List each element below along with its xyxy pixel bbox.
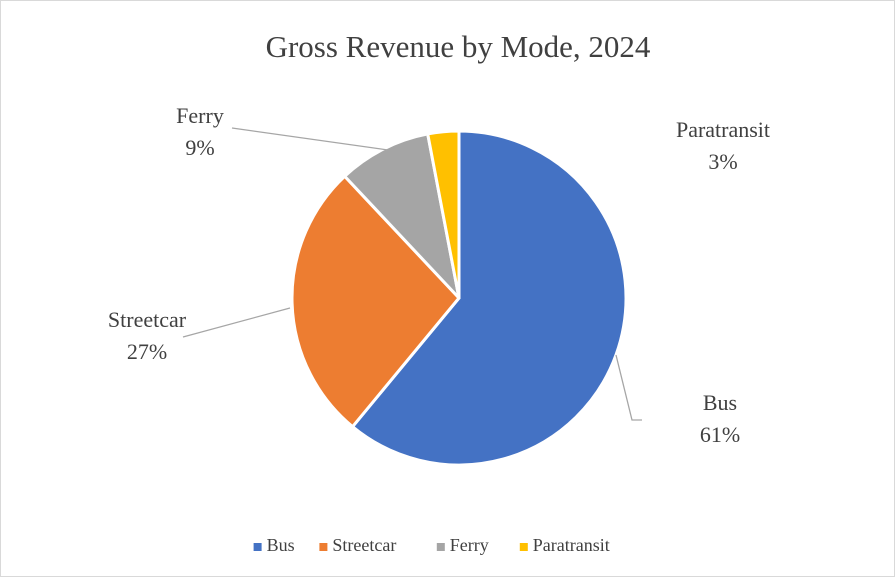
leader-line	[231, 127, 389, 151]
legend-swatch	[319, 543, 328, 551]
legend-swatch	[436, 543, 445, 551]
data-label-value: 61%	[700, 422, 740, 447]
leader-line	[615, 354, 642, 421]
pie-slice	[426, 129, 461, 300]
data-label-name: Paratransit	[676, 117, 770, 142]
data-label-value: 9%	[185, 135, 214, 160]
legend-label: Streetcar	[332, 535, 396, 555]
pie-slice	[351, 129, 628, 467]
data-label-value: 27%	[127, 339, 167, 364]
legend-swatch	[253, 543, 262, 551]
legend-swatch	[519, 543, 528, 551]
legend-label: Ferry	[450, 535, 489, 555]
data-label-name: Ferry	[176, 103, 224, 128]
data-label-name: Streetcar	[108, 307, 187, 332]
data-label-name: Bus	[703, 390, 737, 415]
legend-label: Paratransit	[533, 535, 610, 555]
data-label-value: 3%	[708, 149, 737, 174]
pie-slice	[290, 174, 461, 429]
legend-label: Bus	[267, 535, 295, 555]
chart-title: Gross Revenue by Mode, 2024	[266, 29, 651, 64]
leader-line	[182, 307, 291, 338]
